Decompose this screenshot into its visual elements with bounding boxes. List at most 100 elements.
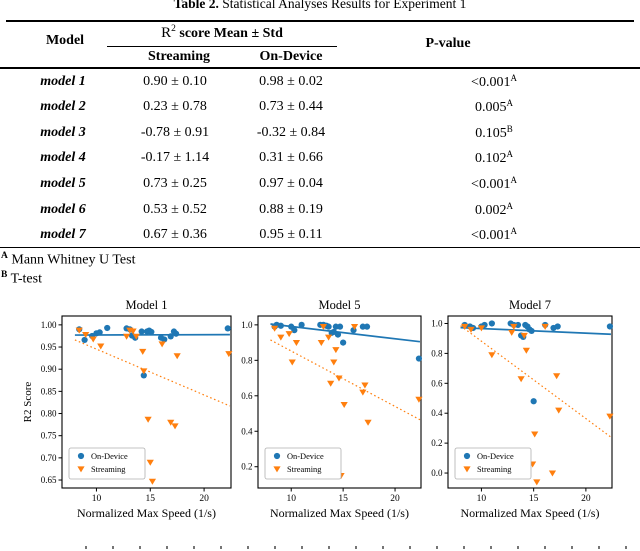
svg-text:On-Device: On-Device bbox=[91, 452, 128, 461]
table-row: model 3 -0.78 ± 0.91 -0.32 ± 0.84 0.105B bbox=[0, 120, 640, 146]
svg-text:1.0: 1.0 bbox=[431, 318, 443, 328]
svg-text:1.0: 1.0 bbox=[241, 320, 253, 330]
svg-text:On-Device: On-Device bbox=[287, 452, 324, 461]
svg-text:0.8: 0.8 bbox=[431, 348, 443, 358]
streaming-cell: -0.17 ± 1.14 bbox=[140, 150, 210, 166]
ondevice-cell: 0.98 ± 0.02 bbox=[259, 73, 323, 89]
svg-text:0.0: 0.0 bbox=[431, 468, 443, 478]
header-r2-text: score Mean ± Std bbox=[175, 26, 283, 41]
footnote-t-test: B T-test bbox=[1, 270, 42, 288]
svg-text:On-Device: On-Device bbox=[477, 452, 514, 461]
svg-text:20: 20 bbox=[199, 494, 209, 504]
ondevice-cell: 0.97 ± 0.04 bbox=[259, 175, 323, 191]
svg-text:Normalized Max Speed (1/s): Normalized Max Speed (1/s) bbox=[77, 506, 216, 520]
table-row: model 5 0.73 ± 0.25 0.97 ± 0.04 <0.001A bbox=[0, 171, 640, 197]
model-cell: model 7 bbox=[40, 227, 86, 243]
table-row: model 4 -0.17 ± 1.14 0.31 ± 0.66 0.102A bbox=[0, 146, 640, 172]
footnote-b-text: T-test bbox=[7, 271, 42, 287]
svg-text:0.2: 0.2 bbox=[241, 462, 252, 472]
svg-text:0.2: 0.2 bbox=[431, 438, 442, 448]
table-caption-label: Table 2. bbox=[173, 0, 219, 11]
svg-text:0.95: 0.95 bbox=[41, 342, 57, 352]
streaming-cell: 0.53 ± 0.52 bbox=[143, 201, 207, 217]
svg-text:Model 7: Model 7 bbox=[509, 298, 551, 312]
pvalue-cell: <0.001A bbox=[471, 174, 517, 192]
scatter-plot-model-1: Model 1 Normalized Max Speed (1/s) R2 Scor… bbox=[22, 298, 233, 520]
footnote-mann-whitney: A Mann Whitney U Test bbox=[1, 251, 135, 269]
scatter-plot-model-7: Model 7 Normalized Max Speed (1/s) 1.0 0.8 0… bbox=[431, 298, 614, 520]
svg-text:10: 10 bbox=[286, 494, 296, 504]
svg-text:Normalized Max Speed (1/s): Normalized Max Speed (1/s) bbox=[461, 506, 600, 520]
svg-text:0.90: 0.90 bbox=[41, 364, 57, 374]
header-streaming: Streaming bbox=[148, 49, 210, 64]
streaming-cell: 0.23 ± 0.78 bbox=[143, 99, 207, 115]
table-row: model 1 0.90 ± 0.10 0.98 ± 0.02 <0.001A bbox=[0, 69, 640, 95]
pvalue-cell: 0.105B bbox=[475, 123, 513, 141]
svg-text:0.6: 0.6 bbox=[241, 391, 253, 401]
svg-text:20: 20 bbox=[390, 494, 400, 504]
svg-text:0.6: 0.6 bbox=[431, 378, 443, 388]
svg-text:15: 15 bbox=[529, 494, 539, 504]
pvalue-cell: <0.001A bbox=[471, 72, 517, 90]
header-r2-span: R2 score Mean ± Std bbox=[107, 24, 337, 42]
table-bottom-rule bbox=[0, 247, 640, 249]
svg-text:0.85: 0.85 bbox=[41, 386, 57, 396]
svg-text:0.8: 0.8 bbox=[241, 355, 253, 365]
scatter-plot-model-5: Model 5 Normalized Max Speed (1/s) 1.0 0.8 0… bbox=[241, 298, 423, 520]
footnote-b-marker: B bbox=[1, 270, 8, 280]
table-caption-text: Statistical Analyses Results for Experim… bbox=[218, 0, 467, 11]
svg-text:Streaming: Streaming bbox=[91, 465, 126, 474]
svg-text:Model 5: Model 5 bbox=[318, 298, 360, 312]
table-row: model 2 0.23 ± 0.78 0.73 ± 0.44 0.005A bbox=[0, 95, 640, 121]
model-cell: model 3 bbox=[40, 124, 86, 140]
svg-text:Normalized Max Speed (1/s): Normalized Max Speed (1/s) bbox=[270, 506, 409, 520]
streaming-cell: -0.78 ± 0.91 bbox=[140, 124, 210, 140]
pvalue-cell: 0.002A bbox=[475, 200, 513, 218]
svg-text:0.65: 0.65 bbox=[41, 475, 57, 485]
pvalue-cell: 0.102A bbox=[475, 149, 513, 167]
svg-text:10: 10 bbox=[477, 494, 487, 504]
model-cell: model 2 bbox=[40, 99, 86, 115]
pvalue-cell: 0.005A bbox=[475, 98, 513, 116]
ondevice-cell: 0.31 ± 0.66 bbox=[259, 150, 323, 166]
footnote-a-text: Mann Whitney U Test bbox=[7, 252, 136, 268]
pvalue-cell: <0.001A bbox=[471, 226, 517, 244]
model-cell: model 6 bbox=[40, 201, 86, 217]
ondevice-cell: 0.73 ± 0.44 bbox=[259, 99, 323, 115]
svg-text:15: 15 bbox=[338, 494, 348, 504]
table-span-rule bbox=[107, 45, 337, 47]
header-model: Model bbox=[45, 33, 85, 48]
svg-text:Streaming: Streaming bbox=[477, 465, 512, 474]
streaming-cell: 0.73 ± 0.25 bbox=[143, 175, 207, 191]
streaming-cell: 0.67 ± 0.36 bbox=[143, 227, 207, 243]
svg-text:10: 10 bbox=[92, 494, 102, 504]
table-top-rule bbox=[6, 20, 634, 22]
table-header-rule bbox=[0, 67, 640, 69]
model-cell: model 1 bbox=[40, 73, 86, 89]
clipped-caption-fragments bbox=[85, 546, 632, 549]
table-caption: Table 2. Statistical Analyses Results fo… bbox=[0, 0, 640, 12]
svg-text:0.4: 0.4 bbox=[431, 408, 443, 418]
header-r2-exponent: 2 bbox=[171, 24, 176, 34]
svg-text:1.00: 1.00 bbox=[41, 320, 57, 330]
svg-text:0.70: 0.70 bbox=[41, 453, 57, 463]
ondevice-cell: 0.88 ± 0.19 bbox=[259, 201, 323, 217]
svg-text:Model 1: Model 1 bbox=[125, 298, 167, 312]
ondevice-cell: 0.95 ± 0.11 bbox=[259, 227, 323, 243]
footnote-a-marker: A bbox=[1, 251, 8, 261]
model-cell: model 5 bbox=[40, 175, 86, 191]
svg-text:20: 20 bbox=[581, 494, 591, 504]
svg-text:15: 15 bbox=[146, 494, 156, 504]
header-on-device: On-Device bbox=[259, 49, 323, 64]
svg-text:R2 Score: R2 Score bbox=[22, 382, 34, 423]
header-p-value: P-value bbox=[425, 36, 471, 51]
svg-text:0.75: 0.75 bbox=[41, 431, 57, 441]
streaming-cell: 0.90 ± 0.10 bbox=[143, 73, 207, 89]
model-cell: model 4 bbox=[40, 150, 86, 166]
svg-text:Streaming: Streaming bbox=[287, 465, 322, 474]
table-body: model 1 0.90 ± 0.10 0.98 ± 0.02 <0.001A mode… bbox=[0, 69, 640, 248]
svg-text:0.80: 0.80 bbox=[41, 409, 57, 419]
header-r2-symbol: R bbox=[161, 25, 172, 41]
ondevice-cell: -0.32 ± 0.84 bbox=[256, 124, 326, 140]
table-row: model 7 0.67 ± 0.36 0.95 ± 0.11 <0.001A bbox=[0, 222, 640, 248]
